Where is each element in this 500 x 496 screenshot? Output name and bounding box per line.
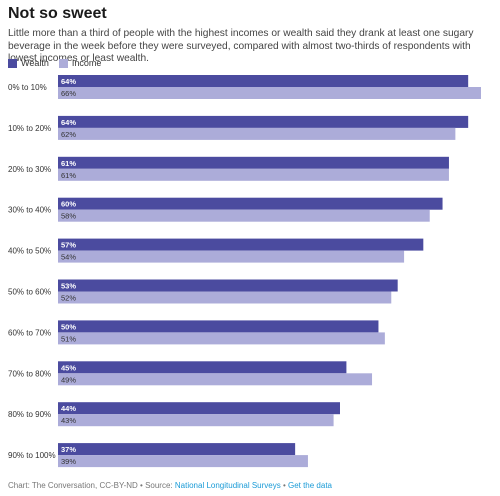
data-label-wealth-90-to-100: 37% (61, 445, 76, 454)
data-label-wealth-10-to-20: 64% (61, 118, 76, 127)
bar-wealth-90-to-100 (58, 443, 296, 456)
category-label-90-to-100: 90% to 100% (8, 451, 56, 460)
bar-income-10-to-20 (58, 127, 456, 140)
chart-subtitle: Little more than a third of people with … (8, 28, 474, 64)
bar-income-0-to-10 (58, 87, 481, 99)
legend-label-income: Income (71, 58, 102, 68)
category-label-20-to-30: 20% to 30% (8, 165, 51, 174)
data-label-income-20-to-30: 61% (61, 171, 76, 180)
data-label-income-30-to-40: 58% (61, 212, 76, 221)
data-label-income-60-to-70: 51% (61, 334, 76, 343)
data-label-income-90-to-100: 39% (61, 457, 76, 466)
bar-wealth-30-to-40 (58, 197, 443, 210)
chart-legend: Wealth Income (8, 57, 111, 69)
source-link[interactable]: National Longitudinal Surveys (174, 481, 281, 490)
category-label-50-to-60: 50% to 60% (8, 288, 51, 297)
bar-income-40-to-50 (58, 250, 405, 263)
data-label-income-50-to-60: 52% (61, 294, 76, 303)
footer-credit: Chart: The Conversation, CC-BY-ND • Sour… (8, 481, 175, 490)
category-label-40-to-50: 40% to 50% (8, 247, 51, 256)
bar-wealth-50-to-60 (58, 279, 398, 292)
bar-chart: 0% to 10% 64% 66% 10% to 20% 64% 62% 20% to 30… (8, 75, 481, 468)
bar-income-90-to-100 (58, 455, 308, 468)
data-label-wealth-80-to-90: 44% (61, 404, 76, 413)
data-label-wealth-40-to-50: 57% (61, 241, 76, 250)
legend-swatch-income (58, 58, 68, 68)
legend-label-wealth: Wealth (21, 58, 49, 68)
bar-income-70-to-80 (58, 373, 373, 386)
data-label-wealth-30-to-40: 60% (61, 200, 76, 209)
category-label-80-to-90: 80% to 90% (8, 410, 51, 419)
data-label-income-80-to-90: 43% (61, 416, 76, 425)
data-label-wealth-50-to-60: 53% (61, 282, 76, 291)
data-label-income-10-to-20: 62% (61, 130, 76, 139)
category-label-10-to-20: 10% to 20% (8, 124, 51, 133)
legend-swatch-wealth (8, 58, 17, 68)
bar-income-80-to-90 (58, 414, 334, 427)
legend-item-wealth: Wealth (8, 58, 49, 68)
category-label-30-to-40: 30% to 40% (8, 206, 51, 215)
bar-wealth-40-to-50 (58, 238, 424, 251)
get-data-link[interactable]: Get the data (287, 481, 332, 490)
data-label-wealth-20-to-30: 61% (61, 159, 76, 168)
data-label-wealth-70-to-80: 45% (61, 363, 76, 372)
data-label-wealth-0-to-10: 64% (61, 77, 76, 86)
bar-income-30-to-40 (58, 209, 430, 222)
data-label-income-70-to-80: 49% (61, 375, 76, 384)
footer-separator: • (280, 481, 288, 490)
category-label-70-to-80: 70% to 80% (8, 369, 51, 378)
data-label-wealth-60-to-70: 50% (61, 322, 76, 331)
data-label-income-0-to-10: 66% (61, 89, 76, 98)
category-label-60-to-70: 60% to 70% (8, 328, 51, 337)
bar-wealth-60-to-70 (58, 320, 379, 333)
category-label-0-to-10: 0% to 10% (8, 83, 47, 92)
legend-item-income: Income (58, 58, 102, 68)
chart-title: Not so sweet (8, 5, 107, 22)
bar-wealth-10-to-20 (58, 115, 469, 128)
bar-wealth-70-to-80 (58, 361, 347, 374)
bar-wealth-80-to-90 (58, 402, 340, 415)
data-label-income-40-to-50: 54% (61, 253, 76, 262)
bar-wealth-20-to-30 (58, 156, 449, 169)
bar-income-60-to-70 (58, 332, 385, 345)
bar-income-20-to-30 (58, 168, 449, 181)
bar-wealth-0-to-10 (58, 75, 469, 87)
chart-footer: Chart: The Conversation, CC-BY-ND • Sour… (8, 481, 332, 490)
bar-income-50-to-60 (58, 291, 392, 304)
